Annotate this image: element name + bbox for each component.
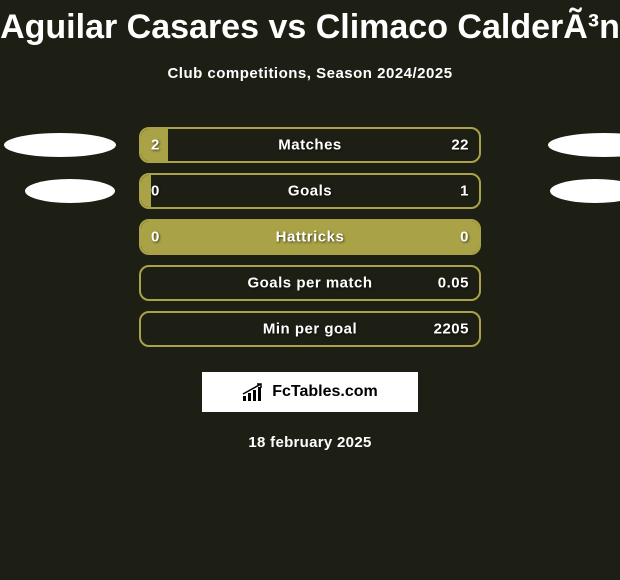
player-left-marker <box>25 179 115 203</box>
comparison-title: Aguilar Casares vs Climaco CalderÃ³n <box>0 0 620 47</box>
stat-row: Min per goal2205 <box>0 306 620 352</box>
comparison-subtitle: Club competitions, Season 2024/2025 <box>0 65 620 82</box>
metric-label: Goals <box>141 183 479 200</box>
metric-label: Min per goal <box>141 321 479 338</box>
player-right-marker <box>548 133 620 157</box>
stat-row: 0Hattricks0 <box>0 214 620 260</box>
stat-row: Goals per match0.05 <box>0 260 620 306</box>
right-value: 1 <box>460 183 469 200</box>
logo-text: FcTables.com <box>272 383 378 401</box>
comparison-chart: 2Matches220Goals10Hattricks0Goals per ma… <box>0 122 620 352</box>
stat-bar: 0Hattricks0 <box>139 219 481 255</box>
stat-bar: 2Matches22 <box>139 127 481 163</box>
stat-bar: Min per goal2205 <box>139 311 481 347</box>
stat-bar: 0Goals1 <box>139 173 481 209</box>
right-value: 0 <box>460 229 469 246</box>
metric-label: Matches <box>141 137 479 154</box>
metric-label: Hattricks <box>141 229 479 246</box>
stat-row: 2Matches22 <box>0 122 620 168</box>
right-value: 0.05 <box>438 275 469 292</box>
metric-label: Goals per match <box>141 275 479 292</box>
player-left-marker <box>4 133 116 157</box>
stat-row: 0Goals1 <box>0 168 620 214</box>
stat-bar: Goals per match0.05 <box>139 265 481 301</box>
site-logo: FcTables.com <box>202 372 418 412</box>
player-right-marker <box>550 179 620 203</box>
bars-trend-icon <box>242 382 266 402</box>
right-value: 22 <box>451 137 469 154</box>
right-value: 2205 <box>434 321 469 338</box>
report-date: 18 february 2025 <box>0 434 620 451</box>
